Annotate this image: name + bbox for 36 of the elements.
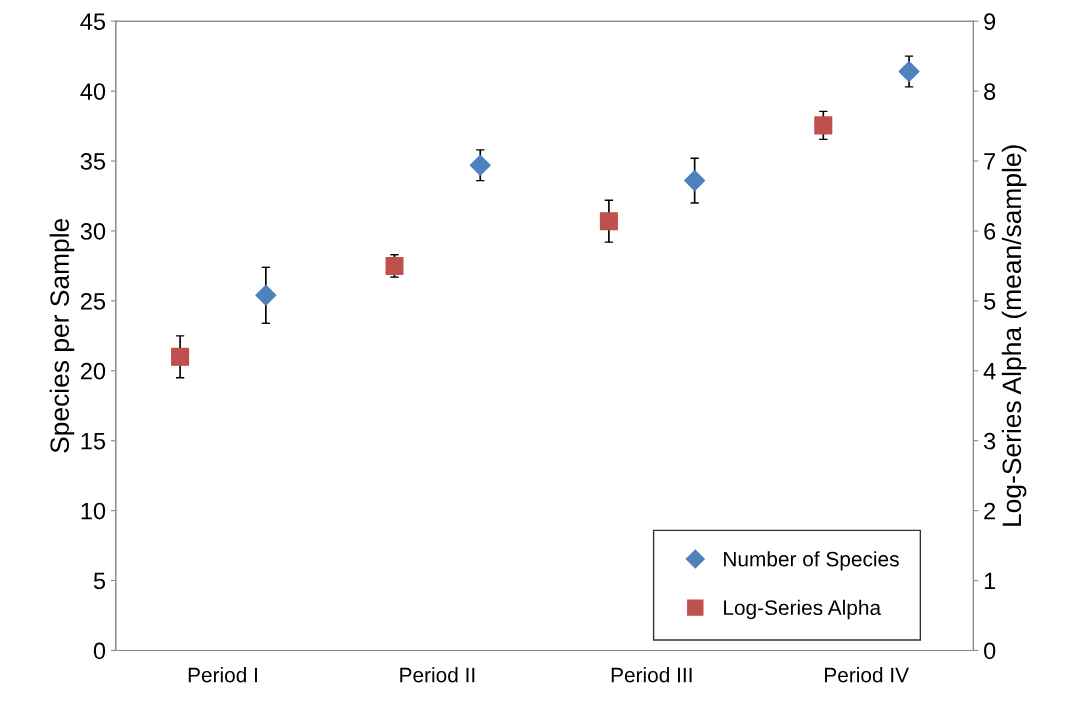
x-tick-label: Period I xyxy=(188,667,257,683)
point xyxy=(255,284,277,306)
y2-tick-label: 0 xyxy=(984,642,996,660)
point xyxy=(599,212,618,231)
y2-tick-label: 7 xyxy=(984,153,996,170)
point xyxy=(814,116,833,135)
y-tick-label: 0 xyxy=(93,642,106,660)
y-tick-label: 40 xyxy=(80,83,106,100)
y-tick-label: 15 xyxy=(81,433,106,450)
y-tick-label: 5 xyxy=(93,572,106,590)
y2-tick-label: 4 xyxy=(983,363,996,380)
y-axis-title: Species per Sample xyxy=(49,218,75,453)
y-tick-label: 45 xyxy=(80,13,106,30)
y2-tick-label: 3 xyxy=(984,432,996,450)
y-tick-label: 25 xyxy=(80,292,106,310)
y2-tick-label: 5 xyxy=(984,293,996,310)
y-tick-label: 20 xyxy=(80,362,106,380)
y-tick-label: 10 xyxy=(81,502,106,520)
y-tick-label: 35 xyxy=(80,153,106,170)
x-tick-label: Period II xyxy=(400,667,475,683)
point xyxy=(171,347,190,366)
y-tick-label: 30 xyxy=(80,223,106,240)
y2-tick-label: 8 xyxy=(984,83,996,100)
x-tick-label: Period III xyxy=(611,667,692,683)
point xyxy=(469,154,491,176)
legend-label: Log-Series Alpha xyxy=(724,599,882,620)
y2-tick-label: 2 xyxy=(984,502,996,520)
point xyxy=(898,61,920,83)
y2-tick-label: 6 xyxy=(984,223,996,240)
legend-label: Number of Species xyxy=(724,551,899,571)
y2-tick-label: 1 xyxy=(984,572,996,590)
x-tick-label: Period IV xyxy=(825,667,909,683)
y2-axis-title: Log-Series Alpha (mean/sample) xyxy=(1001,145,1027,526)
point xyxy=(385,256,404,275)
point xyxy=(684,170,706,192)
y2-tick-label: 9 xyxy=(984,13,996,30)
